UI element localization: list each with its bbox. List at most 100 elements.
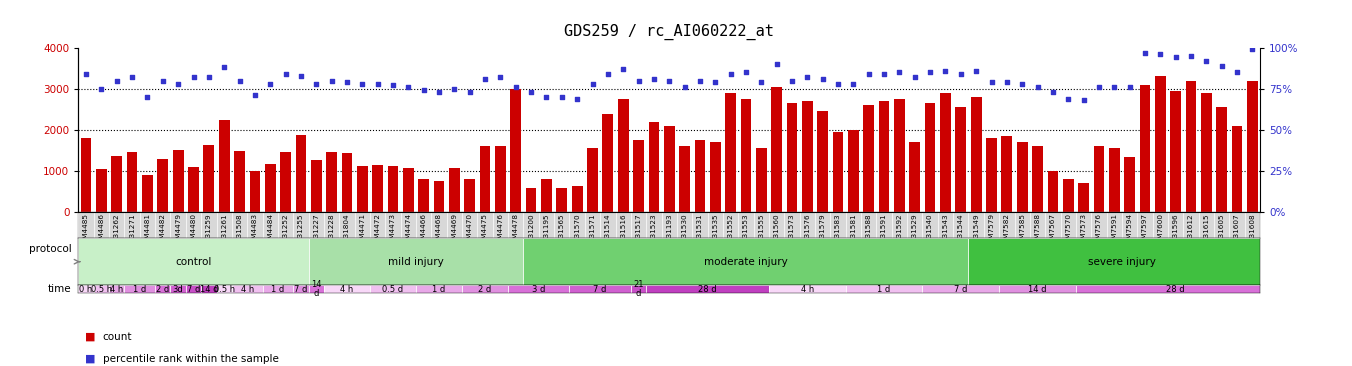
Point — [122, 74, 143, 80]
Text: GSM4483: GSM4483 — [251, 213, 258, 248]
Point — [306, 81, 327, 87]
Bar — [511, 89, 521, 212]
Point — [1103, 84, 1125, 90]
Text: GSM31200: GSM31200 — [529, 213, 534, 253]
Text: 7 d: 7 d — [295, 285, 308, 294]
Text: 0 h: 0 h — [80, 285, 93, 294]
Text: GSM7579: GSM7579 — [988, 213, 995, 248]
Text: 1 d: 1 d — [877, 285, 891, 294]
Bar — [603, 114, 614, 212]
Bar — [631, 285, 646, 293]
Bar — [541, 179, 552, 212]
Point — [76, 71, 97, 77]
Bar — [234, 151, 245, 212]
Point — [260, 81, 281, 87]
Bar — [201, 285, 216, 293]
Text: GSM31552: GSM31552 — [727, 213, 734, 253]
Bar — [81, 138, 92, 212]
Text: 14 d: 14 d — [1029, 285, 1046, 294]
Text: count: count — [103, 332, 132, 342]
Text: GSM31195: GSM31195 — [544, 213, 549, 253]
Text: GSM4476: GSM4476 — [498, 213, 503, 248]
Bar — [1247, 81, 1257, 212]
Bar — [968, 238, 1275, 285]
Point — [873, 71, 895, 77]
Text: GSM4481: GSM4481 — [145, 213, 150, 248]
Text: GSM31576: GSM31576 — [804, 213, 810, 253]
Text: GSM31612: GSM31612 — [1188, 213, 1194, 253]
Bar — [185, 285, 201, 293]
Text: GSM31517: GSM31517 — [635, 213, 642, 253]
Bar — [646, 285, 769, 293]
Text: GSM31555: GSM31555 — [758, 213, 764, 253]
Text: GSM31588: GSM31588 — [865, 213, 872, 253]
Text: GSM31804: GSM31804 — [343, 213, 350, 253]
Bar — [557, 187, 568, 212]
Point — [980, 79, 1002, 85]
Bar — [940, 93, 950, 212]
Text: GSM31535: GSM31535 — [713, 213, 718, 253]
Bar — [157, 159, 168, 212]
Text: GSM31271: GSM31271 — [130, 213, 135, 253]
Point — [521, 89, 542, 95]
Bar — [250, 171, 261, 212]
Bar — [1186, 81, 1197, 212]
Bar — [971, 97, 982, 212]
Point — [383, 83, 404, 89]
Bar — [922, 285, 999, 293]
Text: GSM7594: GSM7594 — [1126, 213, 1133, 248]
Text: 14 d: 14 d — [200, 285, 218, 294]
Bar — [1048, 171, 1059, 212]
Text: GSM31571: GSM31571 — [589, 213, 595, 253]
Text: GSM31252: GSM31252 — [283, 213, 288, 253]
Text: 4 h: 4 h — [341, 285, 354, 294]
Text: GSM31261: GSM31261 — [222, 213, 227, 253]
Text: protocol: protocol — [28, 244, 72, 254]
Point — [105, 78, 127, 83]
Text: 7 d: 7 d — [955, 285, 968, 294]
Text: GSM7588: GSM7588 — [1034, 213, 1041, 248]
Point — [197, 74, 219, 80]
Point — [1042, 89, 1064, 95]
Bar — [480, 146, 491, 212]
Text: 3 d: 3 d — [533, 285, 545, 294]
Bar — [1017, 142, 1028, 212]
Text: GSM31228: GSM31228 — [329, 213, 335, 253]
Bar — [1094, 146, 1105, 212]
Bar — [418, 179, 429, 212]
Text: GSM4479: GSM4479 — [176, 213, 181, 248]
Text: 4 h: 4 h — [800, 285, 814, 294]
Bar — [265, 164, 276, 212]
Bar — [308, 238, 523, 285]
Point — [1149, 51, 1171, 57]
Bar — [569, 285, 631, 293]
Point — [228, 78, 250, 83]
Point — [1011, 81, 1033, 87]
Text: GSM31227: GSM31227 — [314, 213, 319, 253]
Point — [183, 74, 204, 80]
Bar — [1032, 146, 1042, 212]
Text: 2 d: 2 d — [479, 285, 492, 294]
Point — [168, 81, 189, 87]
Text: GSM31523: GSM31523 — [650, 213, 657, 253]
Text: GSM31540: GSM31540 — [927, 213, 933, 253]
Text: GSM4471: GSM4471 — [360, 213, 365, 248]
Point — [827, 81, 849, 87]
Point — [690, 78, 711, 83]
Text: GSM31592: GSM31592 — [896, 213, 902, 253]
Point — [475, 76, 496, 82]
Bar — [523, 238, 968, 285]
Text: mild injury: mild injury — [388, 257, 443, 267]
Text: GSM31591: GSM31591 — [882, 213, 887, 253]
Bar — [357, 166, 368, 212]
Text: GSM31262: GSM31262 — [114, 213, 120, 253]
Bar — [1125, 157, 1134, 212]
Text: time: time — [49, 284, 72, 294]
Point — [934, 68, 956, 74]
Point — [552, 94, 573, 100]
Point — [366, 81, 388, 87]
Bar — [802, 101, 813, 212]
Text: 7 d: 7 d — [594, 285, 607, 294]
Bar — [308, 285, 324, 293]
Point — [1211, 63, 1233, 69]
